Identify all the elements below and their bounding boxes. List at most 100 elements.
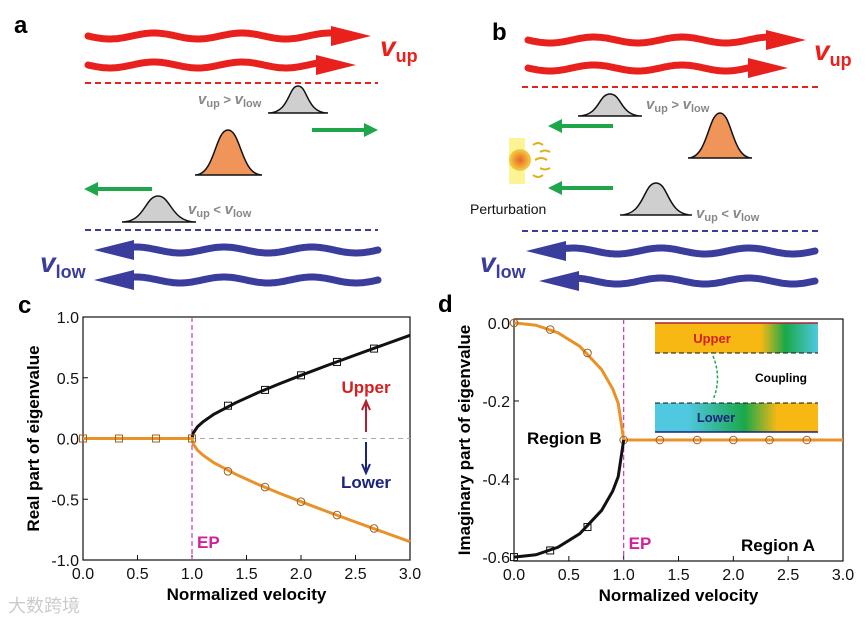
x-tick-label: 2.5: [344, 566, 366, 583]
data-point-upper: [509, 318, 519, 328]
orange-wave-packet: [687, 112, 753, 159]
orange-wave-packet: [194, 129, 263, 176]
data-point-degenerate: [152, 434, 161, 443]
coupling-inset: Upper Lower Coupling: [655, 322, 818, 433]
x-tick-label: 0.0: [72, 566, 94, 583]
arrowhead-icon: [548, 119, 562, 133]
velocity-comparison-gt: vup > vlow: [198, 91, 262, 110]
arrowhead-icon: [316, 55, 356, 75]
data-point-lower: [332, 510, 342, 520]
gray-wave-packet: [619, 182, 693, 216]
upper-flow-arrow: [84, 29, 339, 43]
arrowhead-icon: [94, 240, 134, 260]
data-point-upper: [370, 344, 379, 353]
velocity-comparison-gt: vup > vlow: [646, 96, 710, 115]
arrowhead-icon: [94, 270, 134, 290]
x-tick-label: 1.5: [667, 567, 689, 584]
data-point-lower: [260, 482, 270, 492]
lower-annotation: Lower: [341, 473, 391, 492]
y-tick-label: -0.2: [482, 394, 510, 411]
arrowhead-icon: [766, 30, 806, 50]
lower-flow-arrow: [558, 244, 819, 258]
coupling-arrow-icon: [712, 355, 719, 401]
lower-flow-arrow: [126, 273, 382, 287]
panel-a-schematic: a vup vup > vlow vup < vlow vlow: [14, 12, 418, 290]
data-point-upper: [692, 435, 702, 445]
v-up-label: vup: [380, 31, 418, 66]
y-axis-label: Real part of eigenvalue: [24, 345, 43, 531]
v-up-label: vup: [814, 35, 852, 70]
upper-annotation: Upper: [341, 378, 391, 397]
data-point-upper: [802, 435, 812, 445]
y-tick-label: -0.5: [51, 492, 79, 509]
data-point-upper: [545, 325, 555, 334]
y-tick-label: 0.0: [488, 316, 510, 333]
x-tick-label: 2.5: [777, 567, 799, 584]
data-point-degenerate: [114, 434, 123, 443]
series-line-upper: [513, 321, 843, 442]
arrowhead-icon: [548, 181, 562, 195]
lower-flow-arrow: [571, 274, 819, 288]
data-point-upper: [583, 348, 592, 358]
x-tick-label: 0.5: [126, 566, 148, 583]
x-tick-label: 1.0: [613, 567, 635, 584]
ep-label: EP: [629, 534, 652, 553]
x-tick-label: 2.0: [290, 566, 312, 583]
arrowhead-icon: [364, 123, 378, 137]
panel-label-b: b: [492, 19, 507, 46]
data-point-lower: [510, 553, 518, 562]
upper-flow-arrow: [84, 58, 324, 72]
perturbation-icon: [509, 138, 551, 184]
x-tick-label: 0.5: [558, 567, 580, 584]
velocity-comparison-lt: vup < vlow: [696, 205, 760, 224]
arrowhead-icon: [331, 26, 371, 46]
data-point-upper: [332, 357, 341, 366]
y-tick-label: 0.5: [57, 371, 79, 388]
data-point-lower: [546, 546, 555, 555]
series-line-lower: [83, 437, 411, 544]
data-point-lower: [296, 497, 306, 506]
v-low-label: vlow: [480, 247, 527, 282]
upper-flow-arrow: [524, 61, 756, 75]
arrowhead-icon: [84, 182, 98, 196]
inset-coupling-label: Coupling: [755, 371, 807, 385]
data-point-lower: [583, 523, 592, 532]
series-line-lower: [513, 439, 626, 559]
y-axis-label: Imaginary part of eigenvalue: [455, 325, 474, 556]
data-point-upper: [223, 401, 232, 410]
data-point-degenerate: [188, 434, 196, 443]
arrow-down-icon: [361, 442, 371, 476]
x-tick-label: 1.0: [181, 566, 203, 583]
x-tick-label: 1.5: [235, 566, 257, 583]
chart-imaginary-eigenvalue: d 0.0 0.5 1.0 1.5 2.0 2.5 3.0 -0.6 -0.4 -0.2 0.0 No…: [438, 291, 854, 605]
gray-wave-packet: [121, 195, 197, 223]
y-tick-label: -1.0: [51, 553, 79, 570]
gray-wave-packet: [267, 85, 329, 114]
v-low-label: vlow: [40, 247, 87, 282]
gray-wave-packet: [577, 93, 643, 117]
upper-flow-arrow: [524, 33, 774, 47]
region-b-label: Region B: [527, 429, 602, 448]
y-tick-label: -0.6: [482, 550, 510, 567]
x-tick-label: 0.0: [503, 567, 525, 584]
x-axis-label: Normalized velocity: [167, 585, 327, 604]
region-a-label: Region A: [741, 536, 815, 555]
x-tick-label: 3.0: [832, 567, 854, 584]
data-point-degenerate: [79, 434, 87, 443]
data-point-upper: [765, 435, 774, 445]
data-point-lower: [369, 524, 379, 533]
upper-band: [655, 323, 818, 353]
inset-upper-label: Upper: [693, 331, 731, 346]
x-axis-label: Normalized velocity: [599, 586, 759, 605]
data-point-upper: [655, 435, 665, 445]
lower-flow-arrow: [126, 243, 382, 257]
series-line-upper: [190, 333, 411, 439]
data-point-upper: [297, 371, 305, 380]
watermark: 大数跨境: [8, 596, 80, 616]
velocity-comparison-lt: vup < vlow: [188, 201, 252, 220]
arrowhead-icon: [526, 241, 566, 261]
perturbation-label: Perturbation: [470, 201, 546, 217]
x-tick-label: 3.0: [399, 566, 421, 583]
panel-b-schematic: b vup vup > vlow Perturbation vup < vlow…: [470, 19, 852, 291]
